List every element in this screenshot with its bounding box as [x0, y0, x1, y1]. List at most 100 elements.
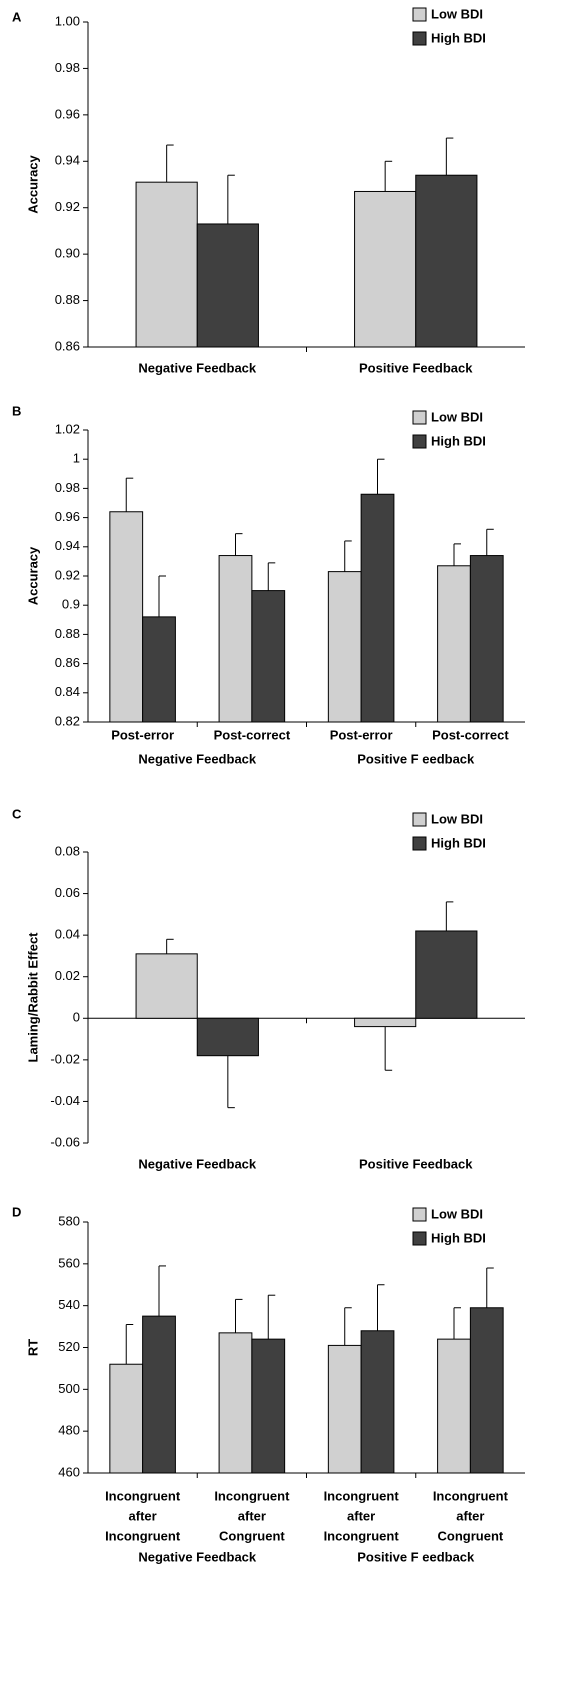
error-bar	[125, 1323, 134, 1365]
x-tick-label: Congruent	[438, 1528, 504, 1543]
group-label: Negative Feedback	[138, 1549, 257, 1564]
legend-label: Low BDI	[431, 1206, 483, 1221]
error-bar	[344, 540, 352, 572]
y-tick-label: 0.9	[62, 597, 80, 612]
x-tick-label: Negative Feedback	[138, 1156, 257, 1171]
bar	[327, 1344, 362, 1474]
error-bar	[166, 144, 174, 183]
y-tick-label: 0.86	[55, 655, 80, 670]
legend-label: High BDI	[431, 835, 486, 850]
panel-label: A	[12, 9, 22, 24]
bar	[218, 1332, 253, 1474]
legend-label: High BDI	[431, 1230, 486, 1245]
error-bar	[125, 477, 134, 512]
y-tick-label: 0.90	[55, 246, 80, 261]
bar	[218, 555, 253, 723]
y-tick-label: 0.94	[55, 538, 80, 553]
y-tick-label: -0.06	[50, 1134, 80, 1149]
x-tick-label: after	[456, 1508, 484, 1523]
y-tick-label: 0.96	[55, 106, 80, 121]
x-tick-label: Positive Feedback	[359, 1156, 473, 1171]
y-tick-label: 1.00	[55, 13, 80, 28]
error-bar	[377, 458, 385, 495]
y-tick-label: 580	[58, 1213, 80, 1228]
x-tick-label: Incongruent	[324, 1488, 400, 1503]
bar	[469, 555, 504, 723]
error-bar	[344, 1307, 352, 1346]
error-bar	[486, 528, 494, 556]
group-label: Negative Feedback	[138, 751, 257, 766]
y-tick-label: 0.04	[55, 927, 80, 942]
legend-swatch	[412, 410, 427, 425]
error-bar	[234, 1298, 243, 1333]
x-tick-label: Post-error	[330, 727, 393, 742]
y-tick-label: 0.06	[55, 885, 80, 900]
bar	[135, 181, 198, 348]
y-tick-label: 460	[58, 1464, 80, 1479]
y-tick-label: -0.04	[50, 1093, 80, 1108]
bar	[251, 590, 286, 723]
y-tick-label: 560	[58, 1255, 80, 1270]
x-tick-label: after	[238, 1508, 266, 1523]
error-bar	[445, 137, 454, 176]
y-axis-label: RT	[25, 1339, 40, 1356]
legend-swatch	[412, 836, 427, 851]
legend-swatch	[412, 812, 427, 827]
panel-label: C	[12, 806, 22, 821]
y-tick-label: 0.92	[55, 567, 80, 582]
y-tick-label: 0.82	[55, 713, 80, 728]
panel-label: B	[12, 403, 21, 418]
bar	[109, 511, 144, 723]
y-tick-label: 0.98	[55, 60, 80, 75]
error-bar	[267, 562, 276, 591]
x-tick-label: Positive Feedback	[359, 360, 473, 375]
y-tick-label: 0.94	[55, 153, 80, 168]
bar	[109, 1363, 144, 1474]
legend-label: Low BDI	[431, 6, 483, 21]
y-axis-label: Accuracy	[25, 546, 40, 605]
bar	[437, 565, 471, 723]
x-tick-label: after	[347, 1508, 375, 1523]
x-tick-label: Incongruent	[433, 1488, 509, 1503]
y-tick-label: 500	[58, 1381, 80, 1396]
legend-swatch	[412, 1231, 427, 1246]
x-tick-label: Incongruent	[105, 1488, 181, 1503]
error-bar	[445, 901, 454, 931]
y-axis-label: Laming/Rabbit Effect	[25, 932, 40, 1063]
bar	[327, 571, 362, 723]
y-axis-label: Accuracy	[25, 154, 40, 213]
bar	[415, 174, 478, 348]
error-bar	[227, 1055, 235, 1109]
y-tick-label: 0.92	[55, 199, 80, 214]
x-tick-label: Post-correct	[432, 727, 509, 742]
error-bar	[227, 174, 235, 224]
x-tick-label: Post-correct	[214, 727, 291, 742]
bar	[437, 1338, 471, 1474]
y-tick-label: -0.02	[50, 1051, 80, 1066]
bar	[135, 953, 198, 1019]
y-tick-label: 0.96	[55, 509, 80, 524]
bar	[354, 190, 417, 348]
bar	[354, 1017, 417, 1028]
y-tick-label: 0.84	[55, 684, 80, 699]
error-bar	[158, 1265, 167, 1317]
panel-label: D	[12, 1204, 21, 1219]
error-bar	[166, 938, 174, 954]
y-tick-label: 1	[73, 451, 80, 466]
error-bar	[158, 575, 167, 617]
x-tick-label: Post-error	[111, 727, 174, 742]
legend-swatch	[412, 434, 427, 449]
error-bar	[377, 1284, 385, 1331]
y-tick-label: 0.86	[55, 338, 80, 353]
y-tick-label: 0	[73, 1010, 80, 1025]
y-tick-label: 540	[58, 1297, 80, 1312]
error-bar	[267, 1294, 276, 1340]
x-tick-label: after	[129, 1508, 157, 1523]
y-tick-label: 0.98	[55, 480, 80, 495]
x-tick-label: Incongruent	[214, 1488, 290, 1503]
group-label: Positive F eedback	[357, 1549, 475, 1564]
legend-label: High BDI	[431, 30, 486, 45]
legend-label: Low BDI	[431, 811, 483, 826]
bar	[251, 1338, 286, 1474]
error-bar	[234, 533, 243, 556]
